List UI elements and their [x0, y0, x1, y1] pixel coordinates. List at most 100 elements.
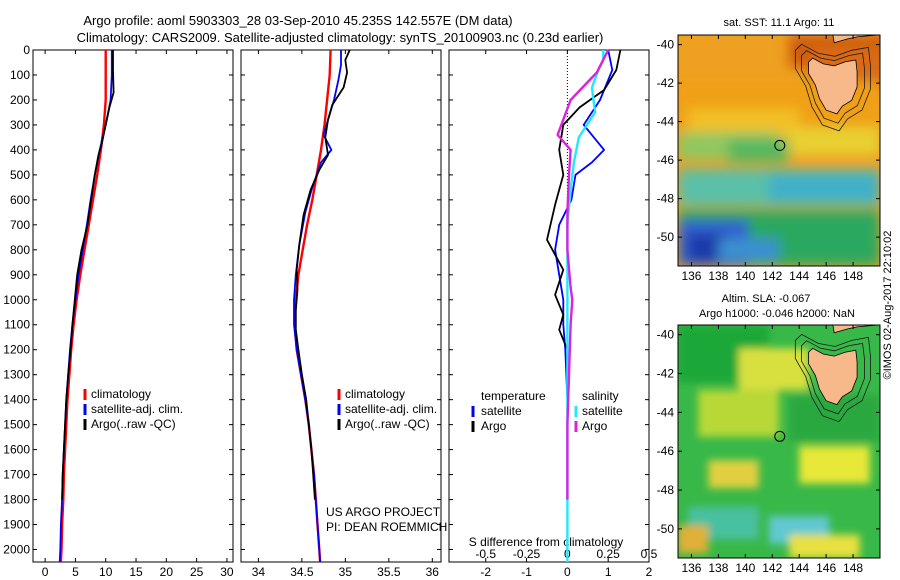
depth-tick-label: 700 — [10, 218, 30, 232]
salinity-profile-frame — [240, 49, 442, 563]
depth-tick-label: 1100 — [4, 318, 30, 332]
pi-label: PI: DEAN ROEMMICH — [326, 520, 447, 534]
sla-map-lon-label: 138 — [708, 561, 728, 575]
temperature-profile-xtick-label: 0 — [42, 565, 49, 579]
sst-map-lon-label: 142 — [762, 269, 782, 283]
temperature-profile-xtick-label: 25 — [190, 565, 204, 579]
temperature-legend-label: satellite — [481, 404, 522, 418]
figure-title-line2: Climatology: CARS2009. Satellite-adjuste… — [77, 30, 604, 45]
depth-tick-label: 400 — [10, 143, 30, 157]
salinity-legend-label: satellite — [582, 404, 623, 418]
salinity-profile-xtick-label: 34.5 — [290, 565, 314, 579]
temperature-profile-legend-label: satellite-adj. clim. — [91, 402, 183, 416]
depth-tick-label: 600 — [10, 193, 30, 207]
project-label: US ARGO PROJECT — [326, 505, 441, 519]
temperature-profile-xtick-label: 10 — [99, 565, 113, 579]
temperature-profile-legend-label: climatology — [91, 387, 151, 401]
depth-tick-label: 900 — [10, 268, 30, 282]
sst-map-field — [678, 35, 880, 266]
depth-tick-label: 1400 — [3, 393, 30, 407]
sst-map-lat-label: -40 — [657, 38, 675, 52]
sla-map-lat-label: -48 — [657, 483, 675, 497]
sla-map-frame — [677, 324, 881, 559]
sst-map-lat-label: -48 — [657, 192, 675, 206]
sla-map-field-patch — [678, 525, 709, 554]
imos-watermark: ©IMOS 02-Aug-2017 22:10:02 — [882, 231, 894, 380]
depth-tick-label: 500 — [10, 168, 30, 182]
sla-map-field-patch — [738, 348, 810, 391]
depth-tick-label: 1600 — [3, 443, 30, 457]
depth-tick-label: 1900 — [3, 518, 30, 532]
sla-map-lon-label: 148 — [843, 561, 863, 575]
sst-map-lat-label: -46 — [657, 153, 675, 167]
sst-map-lon-label: 148 — [843, 269, 863, 283]
temperature-profile-frame — [32, 49, 234, 563]
sla-map-field-patch — [708, 460, 759, 489]
temperature-profile-xtick-label: 30 — [220, 565, 234, 579]
sst-map-title: sat. SST: 11.1 Argo: 11 — [724, 17, 835, 29]
sst-map-field-patch — [728, 138, 790, 163]
sla-map-lat-label: -42 — [657, 367, 675, 381]
sla-map-field-patch — [698, 390, 779, 437]
difference-profile-xtick-label: 2 — [646, 565, 653, 579]
depth-tick-label: 800 — [10, 243, 30, 257]
map-panels: 136 138 140 142 144 146 148 -40 -42 -44 -46 -48 -50 s… — [657, 17, 881, 575]
salinity-diff-label: S difference from climatology — [469, 535, 624, 549]
temperature-profile-series-argo — [61, 50, 115, 500]
sst-map-lat-label: -42 — [657, 76, 675, 90]
depth-tick-label: 1300 — [3, 368, 30, 382]
sst-map-frame — [677, 34, 881, 267]
depth-tick-label: 1200 — [3, 343, 30, 357]
temperature-profile-xtick-label: 5 — [72, 565, 79, 579]
temperature-profile-xtick-label: 20 — [160, 565, 174, 579]
sla-map-subtitle: Argo h1000: -0.046 h2000: NaN — [699, 308, 855, 320]
sla-map-contour — [801, 340, 865, 415]
difference-profile-series-s-argo — [556, 49, 610, 500]
difference-profile-xtick-label: 1 — [605, 565, 612, 579]
salinity-profile-xtick-label: 34 — [252, 565, 266, 579]
sst-map-field-patch — [768, 173, 880, 202]
sst-map-field-patch — [789, 127, 880, 156]
sla-map-lon-label: 146 — [816, 561, 836, 575]
sla-map-tasmania — [808, 347, 858, 406]
salinity-diff-tick-label: 0.5 — [641, 547, 658, 561]
panel-temperature-profile: 0100200300400500600700800900100011001200… — [3, 43, 234, 580]
depth-tick-label: 2000 — [3, 543, 30, 557]
sla-map-field — [678, 325, 880, 558]
sst-map-tasmania — [808, 57, 858, 115]
difference-profile-frame — [448, 49, 650, 563]
sst-map-lon-label: 140 — [735, 269, 755, 283]
sla-map-panel: 136 138 140 142 144 146 148 -40 -42 -44 -46 -48 -50 A… — [657, 293, 881, 575]
sst-map-lat-label: -50 — [657, 230, 675, 244]
sla-map-lon-label: 136 — [681, 561, 701, 575]
sla-map-lon-label: 142 — [762, 561, 782, 575]
salinity-profile-legend-label: Argo(..raw -QC) — [345, 417, 430, 431]
sla-map-lon-label: 144 — [789, 561, 809, 575]
salinity-profile-xtick-label: 35 — [339, 565, 353, 579]
sla-map-mainland — [832, 325, 878, 334]
sla-map-lat-label: -40 — [657, 328, 675, 342]
temperature-legend-label: Argo — [481, 419, 507, 433]
panel-salinity-profile: 3434.53535.536salinityclimatologysatelli… — [240, 49, 447, 580]
temperature-legend-title: temperature — [481, 389, 546, 403]
salinity-diff-tick-label: 0.25 — [597, 547, 621, 561]
difference-profile-xtick-label: 0 — [564, 565, 571, 579]
depth-tick-label: 1800 — [3, 493, 30, 507]
depth-tick-label: 0 — [23, 43, 30, 57]
depth-tick-label: 1700 — [3, 468, 30, 482]
sla-map-field-blobs — [678, 325, 880, 558]
salinity-profile-xtick-label: 35.5 — [377, 565, 401, 579]
sla-map-lat-label: -50 — [657, 522, 675, 536]
sst-map-field-patch — [718, 238, 779, 262]
figure-title-line1: Argo profile: aoml 5903303_28 03-Sep-201… — [83, 13, 512, 28]
depth-tick-label: 100 — [10, 68, 30, 82]
salinity-profile-legend-label: satellite-adj. clim. — [345, 402, 437, 416]
sst-map-lat-label: -44 — [657, 115, 675, 129]
sla-map-lat-label: -46 — [657, 444, 675, 458]
sst-map-float-marker — [774, 139, 786, 151]
sst-map-lon-label: 144 — [789, 269, 809, 283]
salinity-diff-tick-label: -0.5 — [475, 547, 496, 561]
sst-map-lon-label: 138 — [708, 269, 728, 283]
salinity-profile-xtick-label: 36 — [426, 565, 440, 579]
